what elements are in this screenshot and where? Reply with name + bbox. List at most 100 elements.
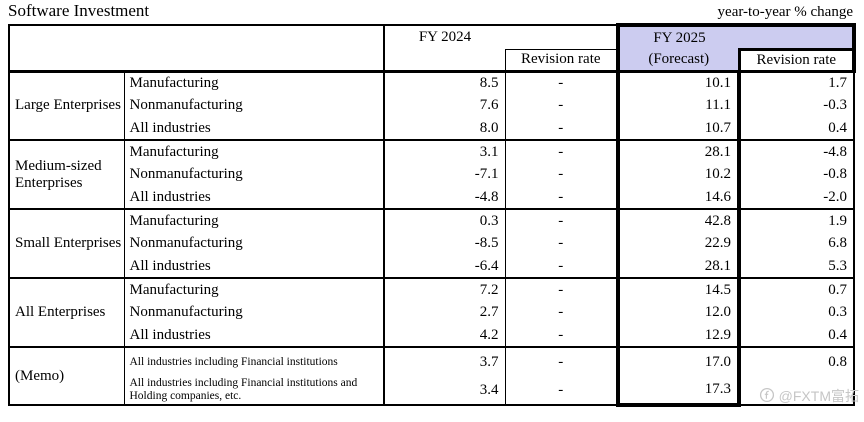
fy2024-value: -7.1: [384, 163, 506, 186]
fy2024-revision-value: -: [505, 346, 618, 376]
industry-label: Manufacturing: [124, 277, 385, 301]
fy2024-revision-value: -: [505, 70, 618, 94]
table-row: Large Enterprises Manufacturing 8.5 - 10…: [8, 70, 855, 140]
fy2025-revision-value: -2.0: [739, 186, 855, 209]
group-label-medium: Medium-sized Enterprises: [8, 139, 125, 209]
header-fy2024: FY 2024: [384, 24, 505, 49]
table-row: All industries including Financial insti…: [9, 376, 855, 407]
fy2024-revision-value: -: [558, 257, 564, 274]
table-row: Nonmanufacturing -7.1 - 10.2 -0.8: [9, 163, 855, 186]
header-fy2024-sub-spacer: [384, 49, 506, 73]
table-row: All industries -6.4 - 28.1 5.3: [9, 255, 855, 278]
table-row: (Memo) All industries including Financia…: [8, 346, 855, 406]
fy2025-revision-value: 5.3: [739, 255, 855, 278]
watermark-text: @FXTM富拓: [778, 388, 859, 404]
fy2024-value: 3.7: [384, 346, 506, 376]
fy2025-value: 11.1: [616, 94, 741, 117]
industry-label: Manufacturing: [124, 139, 385, 163]
fy2024-value: 2.7: [384, 301, 506, 324]
fy2024-value: 8.5: [384, 70, 506, 94]
header-fy2025-spacer: [739, 23, 856, 49]
fy2024-value: 7.2: [384, 277, 506, 301]
industry-label: Nonmanufacturing: [124, 94, 385, 117]
industry-label: All industries: [124, 117, 385, 140]
fy2024-value: 4.2: [384, 324, 506, 347]
fy2025-revision-value: [739, 376, 855, 406]
software-investment-table: FY 2024 FY 2025 Revision rate (Forecast)…: [8, 23, 856, 407]
fy2025-revision-value: 0.8: [739, 346, 855, 376]
group-label-memo: (Memo): [8, 346, 125, 406]
table-row: Nonmanufacturing -8.5 - 22.9 6.8: [9, 232, 855, 255]
watermark: @FXTM富拓: [759, 386, 859, 406]
industry-label: Manufacturing: [124, 70, 385, 94]
header-revision-rate-2024: Revision rate: [505, 48, 618, 73]
industry-label: Nonmanufacturing: [124, 232, 385, 255]
group-label-small: Small Enterprises: [8, 208, 125, 278]
fy2024-value: 8.0: [384, 117, 506, 140]
fy2024-revision-value: -: [505, 277, 618, 301]
fy2024-revision-value: -: [558, 97, 564, 113]
fy2025-value: 14.6: [616, 186, 741, 209]
fy2025-revision-value: 6.8: [739, 232, 855, 255]
fy2025-value: 10.7: [616, 117, 741, 140]
industry-label: All industries: [124, 255, 385, 278]
fy2024-revision-value: -: [558, 326, 564, 343]
industry-label: All industries: [124, 324, 385, 347]
fy2024-value: 3.4: [384, 376, 506, 406]
group-label-large: Large Enterprises: [8, 70, 125, 140]
fy2024-value: -8.5: [384, 232, 506, 255]
table-row: All industries -4.8 - 14.6 -2.0: [9, 186, 855, 209]
table-row: Nonmanufacturing 7.6 - 11.1 -0.3: [9, 94, 855, 117]
table-row: Medium-sized Enterprises Manufacturing 3…: [8, 139, 855, 209]
fy2025-value: 28.1: [616, 139, 741, 163]
fy2024-revision-value: -: [505, 208, 618, 232]
unit-note: year-to-year % change: [717, 4, 853, 20]
fy2025-revision-value: 0.4: [739, 117, 855, 140]
fy2025-value: 17.3: [616, 376, 741, 407]
fy2024-revision-value: -: [558, 235, 564, 251]
fy2025-revision-value: 0.7: [739, 277, 855, 301]
fy2024-value: 0.3: [384, 208, 506, 232]
page-title: Software Investment: [8, 1, 150, 20]
fy2024-value: 3.1: [384, 139, 506, 163]
fy2024-value: -6.4: [384, 255, 506, 278]
fy2025-value: 28.1: [616, 255, 741, 278]
watermark-logo-icon: [759, 387, 775, 406]
industry-label: All industries: [124, 186, 385, 209]
header-revision-rate-2025: Revision rate: [737, 47, 856, 73]
table-row: Nonmanufacturing 2.7 - 12.0 0.3: [9, 301, 855, 324]
fy2024-value: -4.8: [384, 186, 506, 209]
header-fy2025: FY 2025: [616, 23, 739, 49]
top-bar: Software Investment year-to-year % chang…: [8, 1, 853, 21]
fy2024-revision-value: -: [558, 304, 564, 320]
fy2025-value: 10.2: [616, 163, 741, 186]
fy2024-revision-value: -: [558, 166, 564, 182]
fy2025-revision-value: -4.8: [739, 139, 855, 163]
industry-label: All industries including Financial insti…: [124, 376, 385, 406]
fy2024-revision-value: -: [558, 188, 564, 205]
fy2024-value: 7.6: [384, 94, 506, 117]
fy2025-value: 22.9: [616, 232, 741, 255]
industry-label: Manufacturing: [124, 208, 385, 232]
fy2025-revision-value: -0.3: [739, 94, 855, 117]
table-row: Small Enterprises Manufacturing 0.3 - 42…: [8, 208, 855, 278]
header-fy2024-spacer: [505, 24, 618, 49]
fy2025-revision-value: -0.8: [739, 163, 855, 186]
header-fy2025-forecast: (Forecast): [616, 49, 739, 73]
fy2025-value: 12.9: [616, 324, 741, 347]
header-row-1: FY 2024 FY 2025: [8, 23, 856, 73]
group-label-all: All Enterprises: [8, 277, 125, 347]
fy2024-revision-value: -: [505, 139, 618, 163]
table-row: All industries 4.2 - 12.9 0.4: [9, 324, 855, 347]
industry-label: Nonmanufacturing: [124, 163, 385, 186]
header-row-2: Revision rate (Forecast) Revision rate: [9, 47, 856, 73]
industry-label: All industries including Financial insti…: [124, 346, 385, 376]
fy2025-revision-value: 0.4: [739, 324, 855, 347]
header-empty-cell: [8, 24, 385, 73]
fy2025-revision-value: 1.7: [739, 70, 855, 94]
fy2024-revision-value: -: [558, 119, 564, 136]
fy2025-value: 42.8: [616, 208, 741, 232]
fy2025-revision-value: 1.9: [739, 208, 855, 232]
table-row: All industries 8.0 - 10.7 0.4: [9, 117, 855, 140]
